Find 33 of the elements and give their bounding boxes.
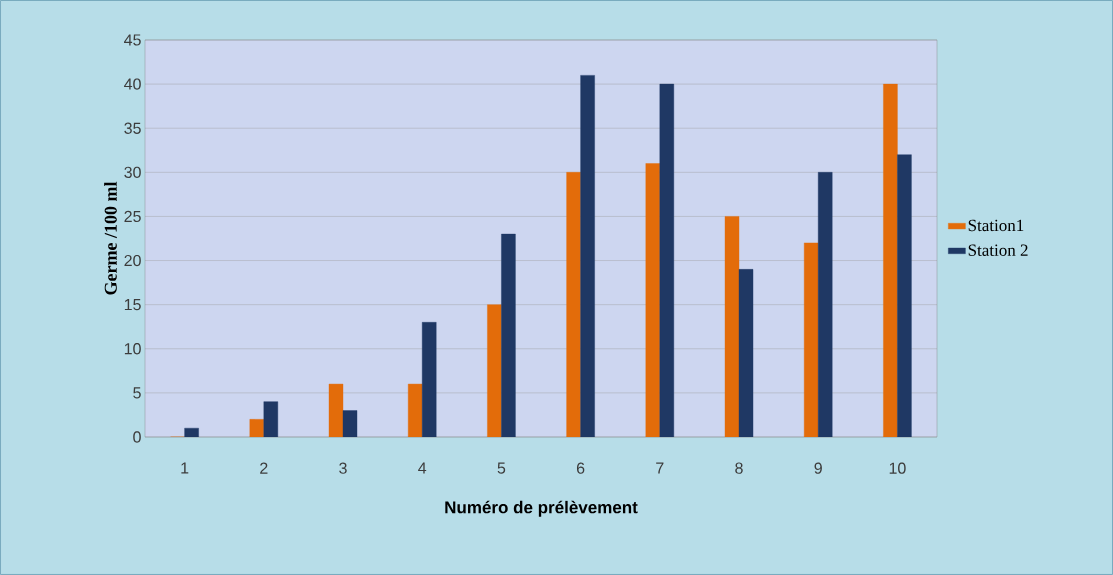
x-tick-label: 5: [497, 462, 506, 474]
bar: [408, 383, 423, 437]
bar: [804, 242, 819, 437]
bar: [645, 163, 661, 437]
y-tick-label: 25: [124, 210, 141, 223]
bar: [249, 419, 265, 437]
x-tick-label: 2: [260, 462, 268, 474]
y-axis-title: Germe /100 ml: [104, 181, 117, 295]
bar: [487, 304, 502, 437]
y-tick-label: 15: [124, 299, 141, 311]
y-tick-label: 0: [133, 431, 141, 443]
x-axis-title: Numéro de prélèvement: [445, 500, 638, 517]
y-tick-label: 20: [124, 254, 141, 267]
y-tick-label: 30: [124, 166, 141, 178]
x-tick-label: 9: [814, 462, 822, 474]
x-tick-label: 4: [418, 462, 427, 474]
x-tick-label: 3: [339, 462, 347, 474]
x-tick-label: 6: [576, 462, 585, 474]
y-tick-label: 5: [133, 387, 141, 399]
x-tick-label: 10: [889, 462, 906, 474]
x-tick-label: 1: [181, 462, 189, 474]
x-tick-label: 8: [735, 462, 743, 474]
y-tick-label: 40: [124, 78, 141, 90]
legend-label: Station 2: [968, 244, 1028, 256]
bar: [566, 172, 581, 437]
legend-label: Station1: [968, 219, 1024, 232]
bar: [328, 383, 344, 437]
y-tick-label: 45: [124, 34, 141, 46]
x-tick-label: 7: [656, 462, 664, 474]
y-tick-label: 10: [124, 343, 141, 355]
bar: [724, 216, 740, 437]
y-tick-label: 35: [124, 122, 141, 134]
bar: [883, 83, 898, 437]
